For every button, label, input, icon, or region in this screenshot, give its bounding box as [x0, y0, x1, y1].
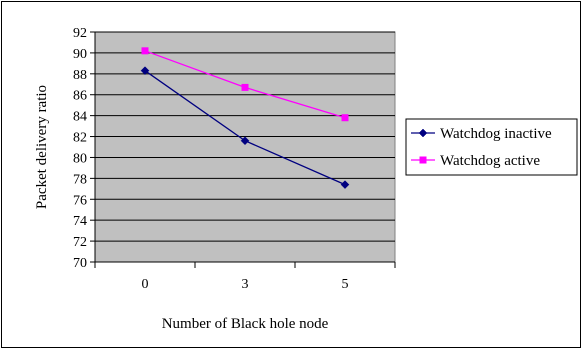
- y-tick-label: 80: [73, 151, 87, 166]
- y-axis-title: Packet delivery ratio: [34, 85, 50, 209]
- y-tick-label: 90: [73, 47, 87, 62]
- y-tick-label: 76: [73, 193, 87, 208]
- y-tick-label: 92: [73, 26, 87, 41]
- y-tick-label: 70: [73, 256, 87, 271]
- y-tick-label: 82: [73, 131, 87, 146]
- y-tick-label: 74: [73, 214, 87, 229]
- plot-area: [94, 31, 396, 263]
- x-tick-labels: 0 3 5: [142, 277, 349, 292]
- chart-frame: [1, 1, 581, 348]
- axes: [90, 31, 396, 268]
- y-tick-labels: 70 72 74 76 78 80 82 84 86 88 90 92: [73, 26, 87, 271]
- x-tick-label: 5: [342, 277, 349, 292]
- data-point: [341, 114, 349, 122]
- y-tick-label: 78: [73, 172, 87, 187]
- legend: Watchdog inactive Watchdog active: [405, 118, 578, 176]
- x-tick-label: 3: [242, 277, 249, 292]
- legend-label: Watchdog inactive: [440, 126, 552, 142]
- y-tick-label: 86: [73, 89, 87, 104]
- data-point: [241, 83, 249, 91]
- legend-marker: [419, 156, 427, 164]
- x-axis-title: Number of Black hole node: [162, 316, 329, 332]
- series-group: [140, 47, 350, 189]
- legend-marker: [418, 128, 428, 138]
- y-tick-label: 72: [73, 235, 87, 250]
- legend-box: [405, 118, 578, 176]
- y-tick-label: 84: [73, 110, 87, 125]
- data-point: [240, 136, 250, 146]
- data-point: [340, 180, 350, 189]
- y-tick-label: 88: [73, 68, 87, 83]
- data-point: [140, 66, 150, 76]
- legend-label: Watchdog active: [440, 153, 540, 169]
- data-point: [141, 47, 149, 55]
- x-tick-label: 0: [142, 277, 149, 292]
